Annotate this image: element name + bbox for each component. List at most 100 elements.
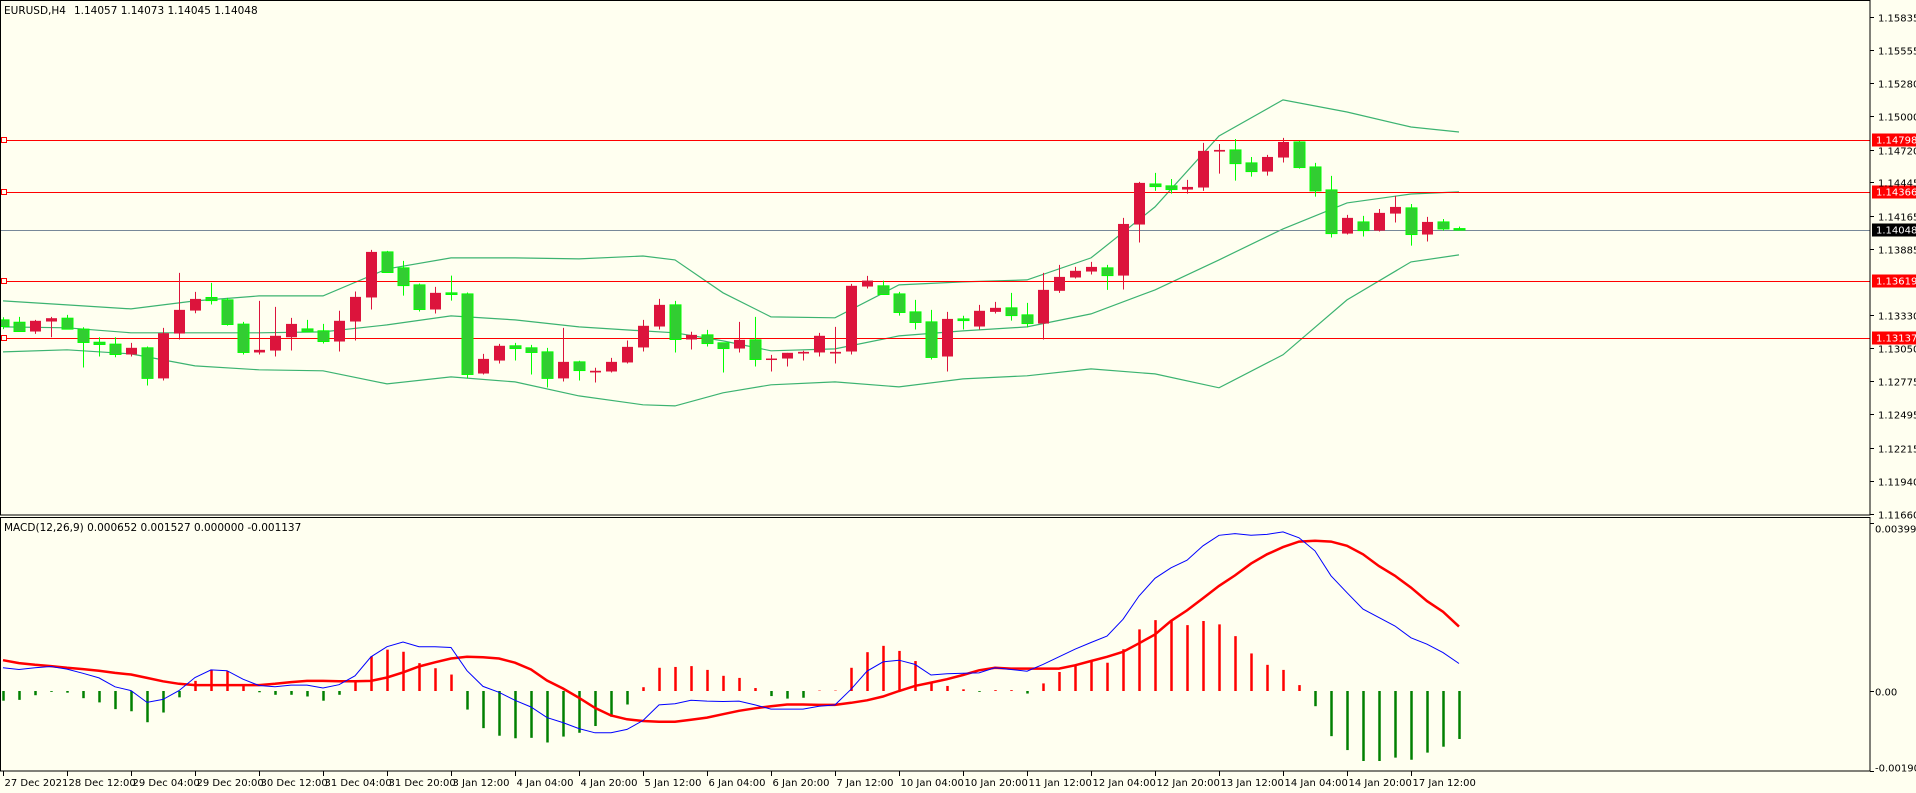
candle-bearish[interactable]: [461, 292, 474, 379]
candle-bullish[interactable]: [190, 291, 201, 314]
candle-bullish[interactable]: [1118, 217, 1129, 290]
candle-bearish[interactable]: [317, 323, 330, 344]
candle-bullish[interactable]: [1374, 208, 1385, 232]
candle-bearish[interactable]: [541, 347, 554, 388]
candle-bullish[interactable]: [430, 286, 441, 314]
candle-bearish[interactable]: [1101, 264, 1114, 290]
candle-bearish[interactable]: [669, 300, 682, 353]
candle-bullish[interactable]: [766, 354, 777, 372]
candle-bullish[interactable]: [846, 283, 857, 355]
candle-bearish[interactable]: [1165, 178, 1178, 194]
candle-bearish[interactable]: [1293, 140, 1306, 169]
candle-bearish[interactable]: [0, 317, 10, 330]
candle-bearish[interactable]: [1245, 156, 1258, 177]
candle-bullish[interactable]: [254, 300, 265, 355]
candle-bullish[interactable]: [798, 350, 809, 361]
candle-bearish[interactable]: [109, 337, 122, 358]
candle-bullish[interactable]: [654, 298, 665, 330]
candle-bullish[interactable]: [1198, 142, 1209, 191]
candle-bullish[interactable]: [174, 272, 185, 340]
candle-bullish[interactable]: [286, 317, 297, 351]
level-anchor-handle[interactable]: [1, 189, 7, 195]
candle-bearish[interactable]: [1405, 203, 1418, 246]
candle-bearish[interactable]: [237, 321, 250, 355]
candle-bearish[interactable]: [717, 342, 730, 373]
candle-bearish[interactable]: [77, 327, 90, 368]
candle-bullish[interactable]: [590, 367, 601, 383]
candle-bearish[interactable]: [1309, 162, 1322, 197]
candle-bearish[interactable]: [1149, 172, 1162, 191]
candle-bullish[interactable]: [478, 353, 489, 375]
candle-bullish[interactable]: [1278, 137, 1289, 163]
candle-bullish[interactable]: [158, 327, 169, 381]
candle-bullish[interactable]: [1038, 272, 1049, 340]
candle-bullish[interactable]: [1182, 179, 1193, 194]
candle-bearish[interactable]: [1437, 218, 1450, 231]
candle-bearish[interactable]: [93, 337, 106, 357]
candle-bearish[interactable]: [1357, 215, 1370, 237]
candle-bearish[interactable]: [909, 299, 922, 330]
candle-bearish[interactable]: [1325, 175, 1338, 238]
candle-bullish[interactable]: [334, 310, 345, 352]
candle-bullish[interactable]: [1262, 154, 1273, 176]
candle-bullish[interactable]: [990, 301, 1001, 314]
candle-bullish[interactable]: [30, 319, 41, 334]
candle-bullish[interactable]: [942, 311, 953, 372]
candle-bullish[interactable]: [558, 327, 569, 382]
candle-bearish[interactable]: [509, 342, 522, 361]
level-anchor-handle[interactable]: [1, 137, 7, 143]
candle-bearish[interactable]: [221, 297, 234, 326]
candle-bullish[interactable]: [1086, 261, 1097, 275]
candle-bullish[interactable]: [830, 326, 841, 364]
candle-bearish[interactable]: [877, 280, 890, 296]
candle-bearish[interactable]: [525, 344, 538, 375]
candle-bullish[interactable]: [1070, 266, 1081, 279]
candle-bearish[interactable]: [1005, 292, 1018, 321]
candle-bullish[interactable]: [686, 331, 697, 350]
price-panel[interactable]: [0, 99, 1870, 407]
candle-bearish[interactable]: [301, 319, 314, 333]
candle-bullish[interactable]: [350, 291, 361, 341]
candle-bullish[interactable]: [1390, 195, 1401, 223]
candle-bearish[interactable]: [397, 260, 410, 296]
candle-bullish[interactable]: [1422, 216, 1433, 242]
candle-bullish[interactable]: [1134, 181, 1145, 243]
candle-bullish[interactable]: [606, 357, 617, 373]
candle-bullish[interactable]: [1342, 214, 1353, 235]
candle-bearish[interactable]: [1021, 302, 1034, 328]
candle-bearish[interactable]: [445, 275, 458, 301]
candle-bearish[interactable]: [1453, 226, 1466, 231]
candle-bullish[interactable]: [782, 352, 793, 367]
macd-panel[interactable]: [2, 531, 1461, 762]
candle-bearish[interactable]: [381, 250, 394, 273]
level-anchor-handle[interactable]: [1, 335, 7, 341]
candle-bullish[interactable]: [126, 342, 137, 357]
candle-bullish[interactable]: [814, 332, 825, 357]
candle-bullish[interactable]: [734, 321, 745, 353]
candle-bullish[interactable]: [1054, 264, 1065, 293]
candle-bullish[interactable]: [862, 275, 873, 289]
level-anchor-handle[interactable]: [1, 278, 7, 284]
candle-bearish[interactable]: [925, 309, 938, 360]
candle-bearish[interactable]: [573, 360, 586, 381]
candle-bearish[interactable]: [141, 346, 154, 386]
candle-bearish[interactable]: [749, 316, 762, 367]
candle-bullish[interactable]: [1214, 143, 1225, 174]
candle-bearish[interactable]: [205, 282, 218, 305]
candle-bearish[interactable]: [701, 329, 714, 347]
candle-bullish[interactable]: [494, 343, 505, 364]
candle-bullish[interactable]: [46, 316, 57, 338]
candle-body: [830, 351, 841, 354]
candle-bullish[interactable]: [366, 249, 377, 310]
candle-bullish[interactable]: [622, 340, 633, 364]
candle-bullish[interactable]: [270, 306, 281, 357]
candle-bearish[interactable]: [1229, 138, 1242, 181]
candle-bullish[interactable]: [638, 319, 649, 352]
candle-bearish[interactable]: [957, 315, 970, 330]
candle-bearish[interactable]: [413, 283, 426, 312]
candle-bearish[interactable]: [893, 291, 906, 316]
candle-bearish[interactable]: [13, 316, 26, 333]
candle-bullish[interactable]: [974, 304, 985, 330]
candle-bearish[interactable]: [61, 314, 74, 330]
